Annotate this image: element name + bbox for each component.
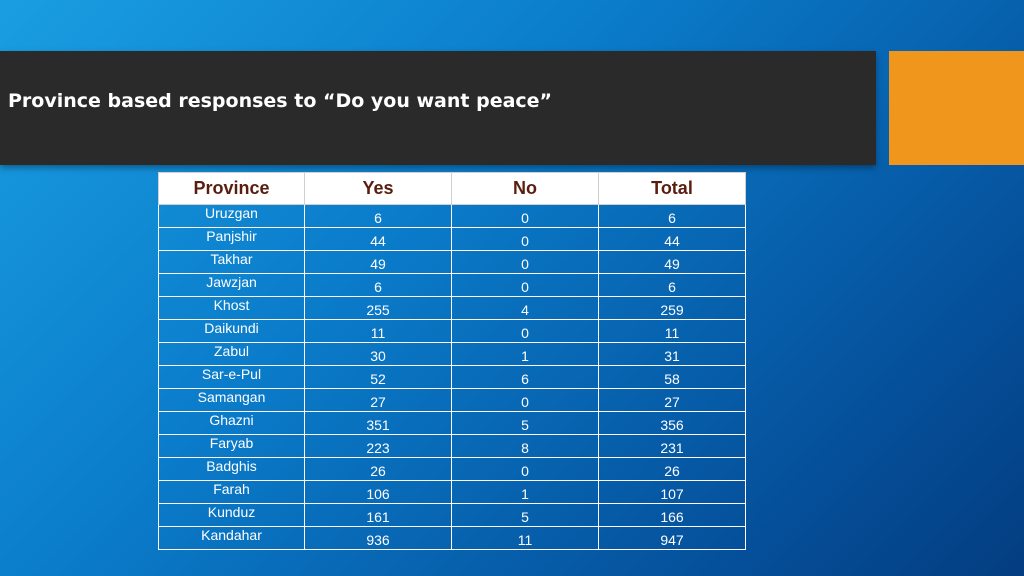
total-cell: 27 [598,388,746,412]
total-cell: 166 [598,503,746,527]
yes-cell: 255 [304,296,452,320]
yes-cell: 161 [304,503,452,527]
total-cell: 107 [598,480,746,504]
table-row: Kandahar 936 11 947 [158,526,746,550]
yes-cell: 351 [304,411,452,435]
no-cell: 8 [451,434,599,458]
province-cell: Farah [158,480,305,504]
table-row: Daikundi 11 0 11 [158,319,746,343]
table-row: Badghis 26 0 26 [158,457,746,481]
table-row: Uruzgan 6 0 6 [158,204,746,228]
total-cell: 231 [598,434,746,458]
total-cell: 49 [598,250,746,274]
table-row: Khost 255 4 259 [158,296,746,320]
yes-cell: 44 [304,227,452,251]
header-province: Province [158,172,305,205]
province-cell: Kandahar [158,526,305,550]
header-total: Total [598,172,746,205]
no-cell: 5 [451,503,599,527]
no-cell: 1 [451,480,599,504]
table-row: Farah 106 1 107 [158,480,746,504]
total-cell: 11 [598,319,746,343]
province-cell: Takhar [158,250,305,274]
responses-table: Province Yes No Total Uruzgan 6 0 6 Panjshir… [158,172,746,550]
table-row: Kunduz 161 5 166 [158,503,746,527]
table-row: Panjshir 44 0 44 [158,227,746,251]
yes-cell: 223 [304,434,452,458]
no-cell: 5 [451,411,599,435]
total-cell: 947 [598,526,746,550]
total-cell: 44 [598,227,746,251]
province-cell: Ghazni [158,411,305,435]
province-cell: Sar-e-Pul [158,365,305,389]
yes-cell: 52 [304,365,452,389]
header-no: No [451,172,599,205]
table-row: Faryab 223 8 231 [158,434,746,458]
total-cell: 6 [598,204,746,228]
table-body: Uruzgan 6 0 6 Panjshir 44 0 44 Takhar 49 0 49 Jawzja… [158,204,746,550]
slide-title: Province based responses to “Do you want… [8,90,553,112]
table-row: Zabul 30 1 31 [158,342,746,366]
no-cell: 0 [451,204,599,228]
province-cell: Zabul [158,342,305,366]
title-bar [0,51,876,165]
table-header-row: Province Yes No Total [158,172,746,205]
yes-cell: 106 [304,480,452,504]
province-cell: Samangan [158,388,305,412]
no-cell: 0 [451,457,599,481]
total-cell: 6 [598,273,746,297]
province-cell: Kunduz [158,503,305,527]
no-cell: 11 [451,526,599,550]
table-row: Samangan 27 0 27 [158,388,746,412]
yes-cell: 936 [304,526,452,550]
table-row: Ghazni 351 5 356 [158,411,746,435]
yes-cell: 26 [304,457,452,481]
no-cell: 4 [451,296,599,320]
accent-box [889,51,1024,165]
header-yes: Yes [304,172,452,205]
no-cell: 1 [451,342,599,366]
yes-cell: 30 [304,342,452,366]
table-row: Sar-e-Pul 52 6 58 [158,365,746,389]
no-cell: 0 [451,319,599,343]
table-row: Takhar 49 0 49 [158,250,746,274]
province-cell: Jawzjan [158,273,305,297]
yes-cell: 27 [304,388,452,412]
province-cell: Khost [158,296,305,320]
province-cell: Daikundi [158,319,305,343]
no-cell: 6 [451,365,599,389]
total-cell: 31 [598,342,746,366]
province-cell: Panjshir [158,227,305,251]
table-row: Jawzjan 6 0 6 [158,273,746,297]
no-cell: 0 [451,227,599,251]
yes-cell: 11 [304,319,452,343]
total-cell: 58 [598,365,746,389]
yes-cell: 6 [304,273,452,297]
total-cell: 356 [598,411,746,435]
province-cell: Faryab [158,434,305,458]
no-cell: 0 [451,250,599,274]
no-cell: 0 [451,273,599,297]
province-cell: Uruzgan [158,204,305,228]
province-cell: Badghis [158,457,305,481]
no-cell: 0 [451,388,599,412]
total-cell: 259 [598,296,746,320]
yes-cell: 6 [304,204,452,228]
total-cell: 26 [598,457,746,481]
yes-cell: 49 [304,250,452,274]
